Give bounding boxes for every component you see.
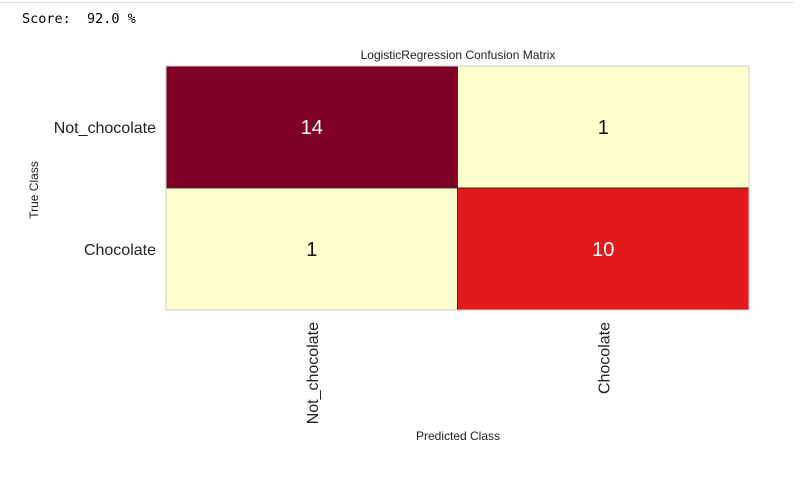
x-axis-label: Predicted Class (416, 429, 500, 443)
cell-value-label: 1 (598, 117, 609, 139)
cell-value-label: 10 (592, 239, 614, 261)
x-tick-label: Chocolate (596, 322, 613, 394)
cell-value-label: 1 (306, 239, 317, 261)
heatmap-cell (457, 187, 750, 311)
cell-divider (0, 2, 794, 3)
y-tick-label: Not_chocolate (54, 120, 156, 137)
y-axis-label: True Class (27, 161, 41, 219)
heatmap-cell (165, 65, 458, 189)
heatmap-cell (165, 187, 458, 311)
chart-title: LogisticRegression Confusion Matrix (361, 48, 556, 62)
y-tick-label: Chocolate (84, 242, 156, 259)
x-tick-label: Not_chocolate (305, 322, 322, 424)
plot-frame (165, 65, 750, 311)
cell-value-label: 14 (301, 117, 323, 139)
score-output: Score: 92.0 % (22, 11, 136, 27)
